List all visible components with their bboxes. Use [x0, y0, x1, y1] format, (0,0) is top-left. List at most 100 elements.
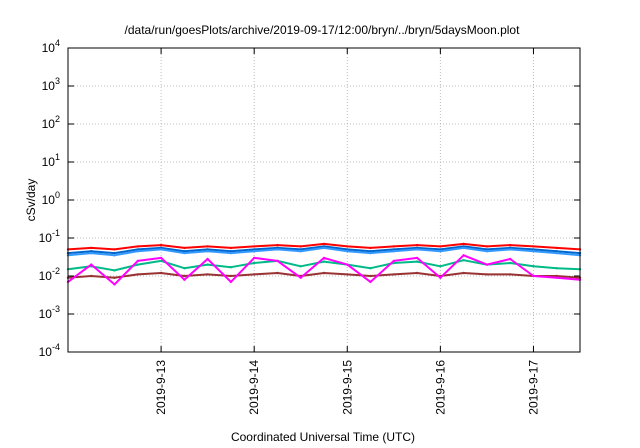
axes: 10-4 10-3 10-2 10-1 100 101 102 103 104 2019-9-13…	[39, 38, 580, 415]
series-3-point	[462, 246, 465, 250]
series-6-point	[439, 276, 442, 279]
series-3-point	[439, 250, 442, 253]
series-6-point	[322, 256, 326, 260]
series-3-point	[183, 251, 186, 255]
series-5-point	[159, 271, 163, 275]
series-5-point	[369, 274, 372, 278]
series-1-point	[159, 243, 163, 247]
series-5-point	[90, 274, 93, 278]
series-5-point	[229, 274, 233, 278]
series-6-point	[346, 263, 349, 266]
series-6-point	[90, 263, 93, 266]
series-5-point	[136, 273, 139, 276]
series-1-point	[555, 246, 558, 250]
series-3-point	[415, 248, 419, 251]
x-tick-label: 2019-9-13	[154, 360, 168, 415]
series-2-point	[253, 248, 256, 251]
series-3-point	[136, 250, 139, 253]
series-2-point	[229, 250, 233, 253]
series-1-point	[229, 246, 233, 250]
series-5-point	[113, 276, 116, 279]
series-6-point	[113, 283, 116, 286]
series-1-point	[299, 245, 302, 248]
series-6-point	[183, 278, 186, 281]
series-5-point	[183, 274, 186, 278]
series-1-point	[415, 243, 419, 247]
y-axis-label: cSv/day	[24, 179, 38, 222]
y-tick-label: 101	[42, 152, 60, 169]
y-tick-label: 100	[42, 190, 60, 207]
series-3-point	[276, 248, 279, 251]
series-5-point	[415, 271, 419, 275]
series-4-point	[159, 259, 163, 263]
series-5-point	[509, 273, 512, 276]
y-tick-label: 10-2	[39, 266, 60, 283]
y-tick-label: 103	[42, 76, 60, 93]
series-1-point	[276, 243, 279, 247]
series-3-point	[299, 250, 302, 253]
series-4-point	[229, 266, 233, 269]
series-4-point	[532, 265, 535, 268]
series-2-point	[113, 251, 116, 255]
series-2-point	[439, 248, 442, 251]
series-3-point	[253, 250, 256, 253]
series-6-point	[159, 256, 163, 260]
series-6-point	[229, 280, 233, 284]
series-1-point	[392, 245, 395, 248]
series-layer	[66, 242, 582, 286]
series-2-point	[485, 248, 489, 251]
series-1-point	[346, 245, 349, 248]
x-tick-label: 2019-9-14	[247, 360, 261, 415]
series-4-point	[136, 263, 139, 266]
series-1-point	[322, 242, 326, 246]
series-4-point	[206, 263, 209, 266]
series-2-point	[532, 248, 535, 251]
series-5-point	[392, 273, 395, 276]
series-5-point	[346, 273, 349, 276]
series-6-point	[555, 276, 558, 279]
series-6-point	[299, 276, 302, 279]
series-2-point	[90, 250, 93, 253]
y-tick-label: 10-3	[39, 304, 60, 321]
series-5-point	[462, 271, 465, 275]
series-3-point	[322, 246, 326, 250]
series-3-point	[369, 251, 372, 255]
series-3-point	[485, 250, 489, 253]
series-2-point	[136, 248, 139, 251]
series-4-point	[322, 260, 326, 263]
series-6-point	[509, 257, 512, 261]
grid	[68, 48, 580, 352]
series-2-point	[299, 248, 302, 251]
series-1-point	[206, 245, 209, 248]
series-4-point	[415, 260, 419, 263]
series-4-point	[555, 267, 558, 270]
series-1-point	[485, 245, 489, 248]
series-4-point	[439, 265, 442, 268]
series-6-point	[485, 263, 489, 266]
series-6-point	[462, 254, 465, 257]
series-6-point	[415, 256, 419, 260]
series-4-point	[369, 267, 372, 270]
x-axis-label: Coordinated Universal Time (UTC)	[231, 430, 415, 444]
series-6-point	[392, 259, 395, 263]
y-tick-label: 10-1	[39, 228, 60, 245]
y-tick-label: 10-4	[39, 342, 60, 359]
series-5-point	[276, 271, 279, 275]
series-5-point	[322, 271, 326, 275]
series-5-point	[253, 273, 256, 276]
series-1-point	[183, 246, 186, 250]
series-3-point	[206, 250, 209, 253]
series-2-point	[183, 250, 186, 253]
series-3-point	[555, 251, 558, 255]
series-4-point	[299, 265, 302, 268]
series-6-point	[136, 259, 139, 263]
series-3-point	[229, 251, 233, 255]
series-1-point	[369, 246, 372, 250]
series-2-point	[206, 248, 209, 251]
x-tick-label: 2019-9-17	[526, 360, 540, 415]
series-6-point	[253, 256, 256, 260]
series-2-point	[392, 248, 395, 251]
series-3-point	[159, 248, 163, 251]
series-1-point	[90, 246, 93, 250]
